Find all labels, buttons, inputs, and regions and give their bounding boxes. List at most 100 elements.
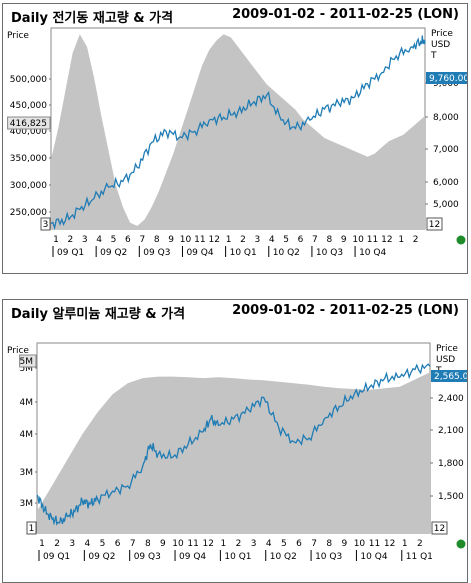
right-tick-label: 1,800 [438, 459, 464, 469]
right-tick-label: 6,000 [433, 178, 459, 188]
month-tick-label: 11 [369, 539, 380, 549]
month-tick-label: 7 [312, 235, 318, 245]
month-tick-label: 12 [384, 539, 395, 549]
month-tick-label: 6 [296, 539, 302, 549]
right-bottom-tag [426, 217, 443, 231]
status-dot [456, 235, 466, 245]
left-tick-label: 300,000 [10, 181, 47, 191]
month-tick-label: 1 [53, 235, 59, 245]
month-tick-label: 3 [69, 539, 75, 549]
month-tick-label: 3 [251, 539, 257, 549]
right-tick-label: 2,100 [438, 426, 464, 436]
month-tick-label: 2 [68, 235, 74, 245]
month-tick-label: 1 [402, 539, 408, 549]
quarter-label: 10 Q3 [315, 552, 342, 562]
price-line [36, 363, 431, 526]
month-tick-label: 9 [160, 539, 166, 549]
left-bottom-tag [26, 521, 37, 535]
quarter-label: 09 Q4 [186, 248, 213, 258]
month-tick-label: 2 [54, 539, 60, 549]
month-tick-label: 10 [172, 539, 184, 549]
right-bottom-tag-text: 12 [434, 524, 445, 534]
month-tick-label: 5 [281, 539, 287, 549]
quarter-label: 09 Q3 [134, 552, 161, 562]
month-tick-label: 7 [130, 539, 136, 549]
month-tick-label: 1 [221, 539, 227, 549]
chart-title: Daily 알루미늄 재고량 & 가격 [11, 307, 186, 322]
right-value-tag-text: 2,565.00 [434, 372, 467, 382]
month-tick-label: 8 [145, 539, 151, 549]
right-axis-label: Price [431, 29, 453, 39]
month-tick-label: 10 [354, 539, 366, 549]
month-tick-label: 4 [96, 235, 102, 245]
quarter-label: 09 Q2 [100, 248, 127, 258]
month-tick-label: 12 [381, 235, 392, 245]
month-tick-label: 5 [283, 235, 289, 245]
quarter-label: 09 Q3 [143, 248, 170, 258]
inventory-area [37, 372, 430, 533]
quarter-label: 09 Q1 [57, 248, 84, 258]
month-tick-label: 10 [352, 235, 364, 245]
right-tick-label: 1,500 [438, 492, 464, 502]
chart-title: Daily 전기동 재고량 & 가격 [11, 11, 174, 26]
right-value-tag [431, 370, 467, 382]
status-dot [456, 539, 466, 549]
quarter-label: 11 Q1 [406, 552, 433, 562]
month-tick-label: 6 [125, 235, 131, 245]
quarter-label: 10 Q2 [273, 248, 300, 258]
quarter-label: 09 Q1 [43, 552, 70, 562]
left-tick-label: 4M [20, 430, 34, 440]
left-tick-label: 400,000 [10, 127, 47, 137]
month-tick-label: 11 [194, 235, 205, 245]
left-tick-label: 500,000 [10, 75, 47, 85]
left-tick-label: 450,000 [10, 101, 47, 111]
month-tick-label: 8 [154, 235, 160, 245]
month-tick-label: 6 [298, 235, 304, 245]
left-value-tag-text: 5M [20, 357, 34, 367]
quarter-label: 10 Q4 [360, 552, 387, 562]
month-tick-label: 2 [240, 235, 246, 245]
quarter-label: 10 Q3 [316, 248, 343, 258]
right-tick-label: 2,400 [438, 394, 464, 404]
month-tick-label: 5 [100, 539, 106, 549]
right-tick-label: 5,000 [433, 200, 459, 210]
left-axis-label: Price [7, 346, 29, 356]
quarter-label: 10 Q2 [270, 552, 297, 562]
inventory-area [51, 34, 425, 229]
month-tick-label: 12 [209, 235, 220, 245]
month-tick-label: 8 [326, 539, 332, 549]
left-axis-label: Price [7, 31, 29, 41]
month-tick-label: 10 [180, 235, 192, 245]
month-tick-label: 2 [236, 539, 242, 549]
right-axis-label: T [430, 51, 437, 61]
left-value-tag [7, 116, 51, 130]
month-tick-label: 5 [111, 235, 117, 245]
right-value-tag [426, 72, 467, 84]
right-axis-label: USD [431, 40, 450, 50]
right-bottom-tag-text: 12 [429, 220, 440, 230]
left-bottom-tag-text: 3 [43, 220, 49, 230]
month-tick-label: 7 [139, 235, 145, 245]
month-tick-label: 4 [266, 539, 272, 549]
left-tick-label: 250,000 [10, 208, 47, 218]
aluminum-chart-panel: Daily 알루미늄 재고량 & 가격 2009-01-02 - 2011-02… [2, 299, 468, 583]
month-tick-label: 2 [417, 539, 423, 549]
right-tick-label: 8,000 [433, 113, 459, 123]
quarter-label: 10 Q1 [224, 552, 251, 562]
quarter-label: 10 Q1 [230, 248, 257, 258]
month-tick-label: 1 [398, 235, 404, 245]
left-value-tag [19, 354, 37, 368]
right-axis-label: USD [436, 355, 455, 365]
month-tick-label: 9 [341, 539, 347, 549]
month-tick-label: 1 [39, 539, 45, 549]
month-tick-label: 3 [82, 235, 88, 245]
date-range: 2009-01-02 - 2011-02-25 (LON) [232, 303, 459, 318]
left-tick-label: 4M [20, 398, 34, 408]
quarter-label: 10 Q4 [359, 248, 386, 258]
month-tick-label: 4 [269, 235, 275, 245]
month-tick-label: 11 [187, 539, 198, 549]
left-tick-label: 350,000 [10, 154, 47, 164]
left-tick-label: 3M [20, 499, 34, 509]
month-tick-label: 9 [341, 235, 347, 245]
